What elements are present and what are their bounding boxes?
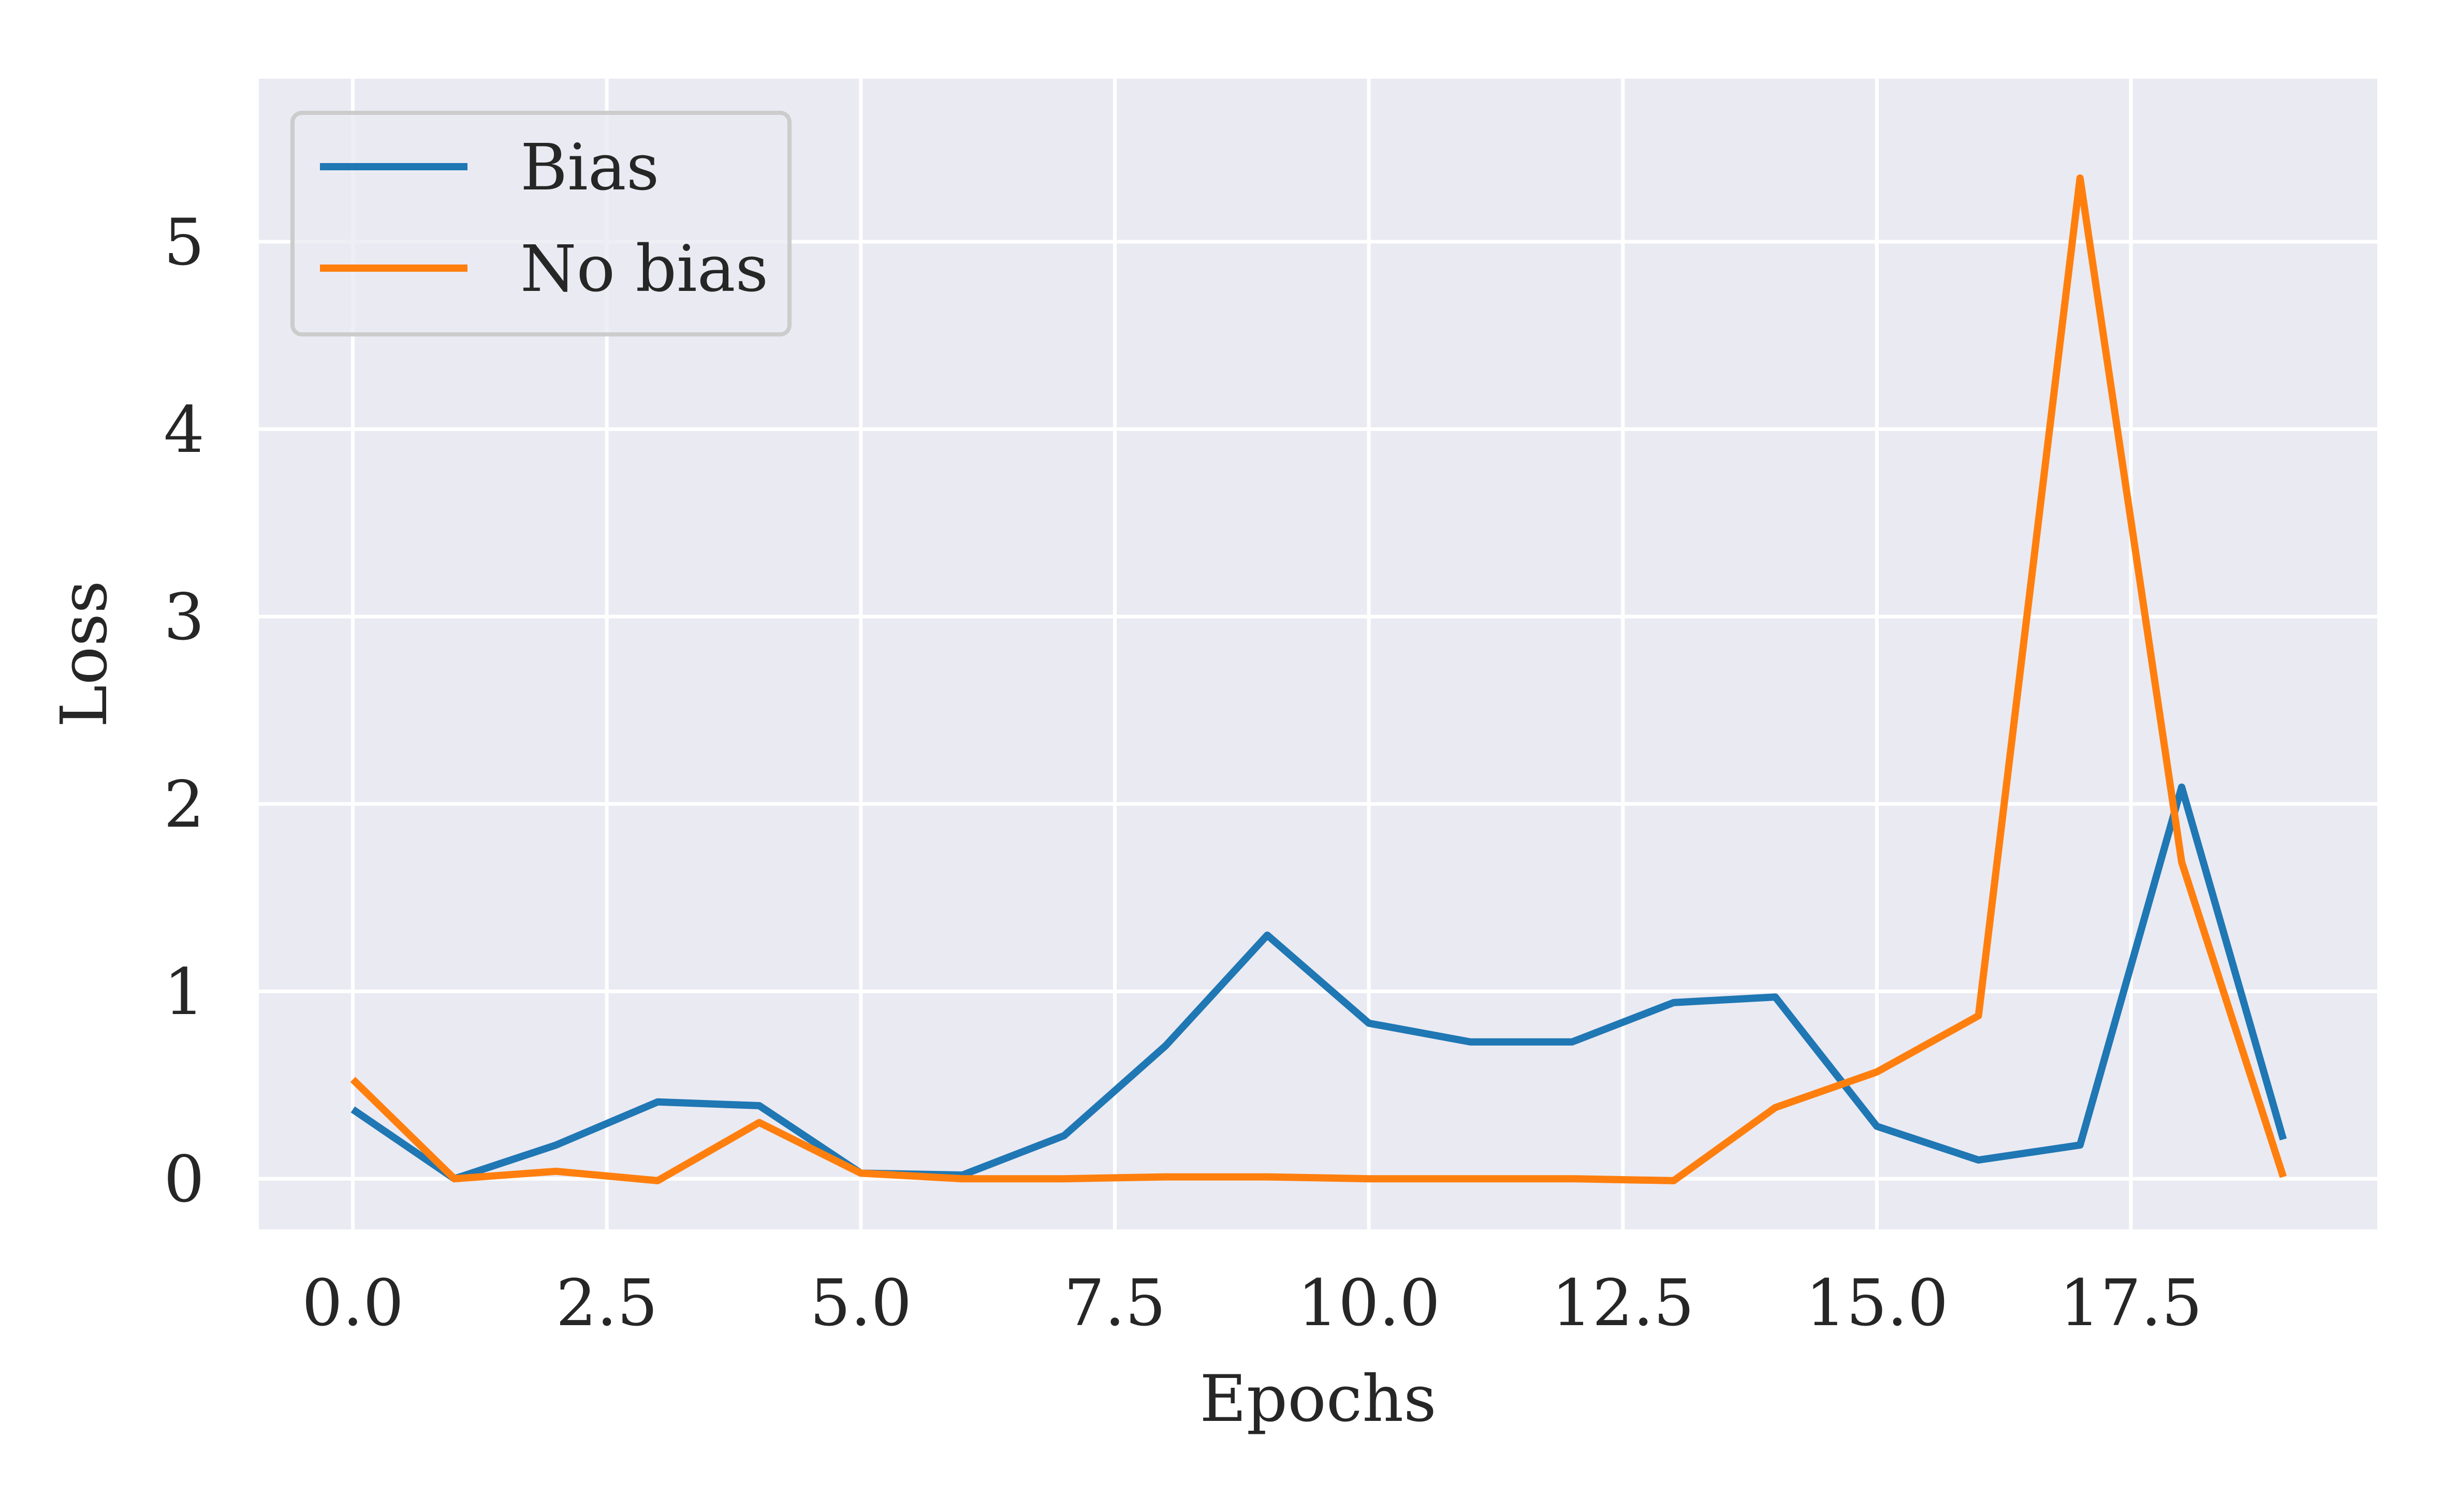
series-layer (350, 174, 2287, 1184)
x-tick-label: 2.5 (556, 1266, 658, 1341)
y-axis-label: Loss (47, 580, 122, 727)
y-tick-label: 4 (164, 393, 204, 467)
x-axis-label: Epochs (1199, 1362, 1437, 1436)
y-tick-labels: 0 1 2 3 4 5 (164, 205, 204, 1217)
x-tick-label: 17.5 (2059, 1266, 2202, 1341)
x-tick-label: 15.0 (1805, 1266, 1948, 1341)
y-tick-label: 1 (164, 955, 204, 1030)
legend-label: Bias (520, 130, 659, 205)
y-tick-label: 5 (164, 205, 204, 280)
x-tick-label: 0.0 (302, 1266, 404, 1341)
series-line-no-bias (350, 174, 2287, 1184)
x-tick-label: 12.5 (1552, 1266, 1694, 1341)
y-tick-label: 0 (164, 1142, 204, 1217)
legend-label: No bias (520, 232, 768, 306)
x-tick-label: 5.0 (810, 1266, 912, 1341)
legend: Bias No bias (290, 111, 792, 336)
x-tick-labels: 0.0 2.5 5.0 7.5 10.0 12.5 15.0 17.5 (302, 1266, 2202, 1341)
y-tick-label: 3 (164, 580, 204, 655)
x-tick-label: 10.0 (1297, 1266, 1440, 1341)
x-tick-label: 7.5 (1064, 1266, 1166, 1341)
y-tick-label: 2 (164, 768, 204, 842)
series-line-bias (350, 783, 2287, 1183)
